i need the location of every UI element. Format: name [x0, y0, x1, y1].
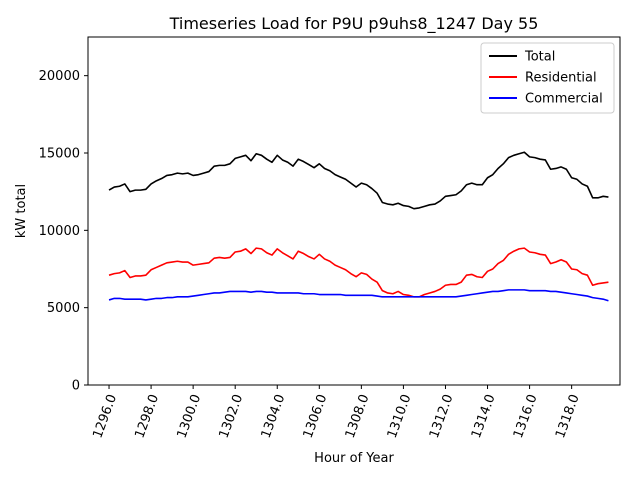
- y-tick-label: 5000: [47, 301, 80, 316]
- series-line-commercial: [108, 289, 609, 302]
- series-line-total: [108, 151, 609, 210]
- y-tick-label: 0: [72, 379, 80, 394]
- x-axis-title: Hour of Year: [314, 451, 394, 466]
- series-layer: [108, 151, 609, 302]
- y-axis-ticks: 0 5000 10000 15000 20000: [39, 69, 88, 394]
- axes: [87, 36, 621, 386]
- y-axis-title: kW total: [14, 184, 29, 238]
- legend-label-commercial: Commercial: [525, 92, 603, 107]
- legend-label-total: Total: [524, 50, 555, 65]
- y-tick-label: 15000: [39, 147, 80, 162]
- series-line-residential: [108, 247, 609, 298]
- plot-frame: [87, 36, 621, 386]
- legend-box: [480, 42, 615, 114]
- chart-title: Timeseries Load for P9U p9uhs8_1247 Day …: [169, 14, 539, 34]
- legend: Total Residential Commercial: [480, 42, 615, 114]
- y-tick-label: 10000: [39, 224, 80, 239]
- y-tick-label: 20000: [39, 69, 80, 84]
- legend-label-residential: Residential: [525, 71, 597, 86]
